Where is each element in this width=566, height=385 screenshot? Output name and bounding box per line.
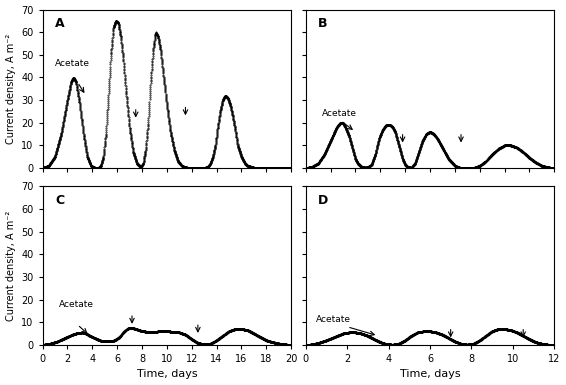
- Text: Acetate: Acetate: [55, 59, 90, 69]
- Text: Acetate: Acetate: [59, 300, 94, 309]
- Text: D: D: [318, 194, 328, 207]
- Y-axis label: Current density, A m⁻²: Current density, A m⁻²: [6, 211, 15, 321]
- Text: C: C: [55, 194, 64, 207]
- Text: Acetate: Acetate: [322, 109, 357, 118]
- Text: Acetate: Acetate: [316, 315, 351, 325]
- X-axis label: Time, days: Time, days: [136, 370, 197, 380]
- X-axis label: Time, days: Time, days: [400, 370, 460, 380]
- Text: B: B: [318, 17, 328, 30]
- Y-axis label: Current density, A m⁻²: Current density, A m⁻²: [6, 33, 15, 144]
- Text: A: A: [55, 17, 65, 30]
